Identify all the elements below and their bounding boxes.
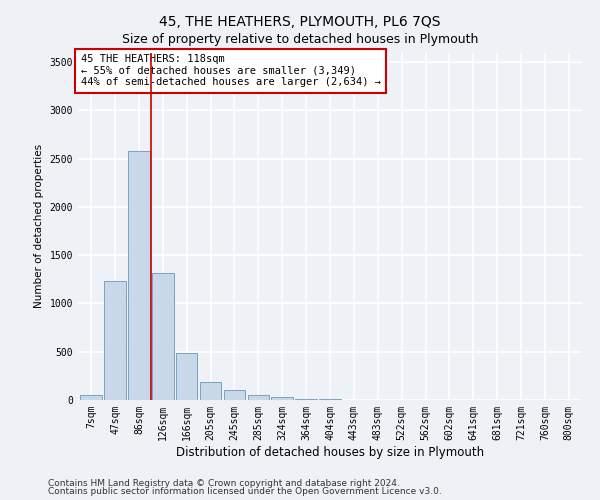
- Bar: [248, 395, 269, 400]
- Bar: [176, 352, 197, 400]
- Text: Contains public sector information licensed under the Open Government Licence v3: Contains public sector information licen…: [48, 488, 442, 496]
- Bar: [200, 382, 221, 400]
- Text: 45, THE HEATHERS, PLYMOUTH, PL6 7QS: 45, THE HEATHERS, PLYMOUTH, PL6 7QS: [159, 15, 441, 29]
- Bar: [271, 397, 293, 400]
- X-axis label: Distribution of detached houses by size in Plymouth: Distribution of detached houses by size …: [176, 446, 484, 458]
- Bar: [80, 395, 102, 400]
- Y-axis label: Number of detached properties: Number of detached properties: [34, 144, 44, 308]
- Bar: [295, 398, 317, 400]
- Text: Contains HM Land Registry data © Crown copyright and database right 2024.: Contains HM Land Registry data © Crown c…: [48, 478, 400, 488]
- Bar: [224, 390, 245, 400]
- Bar: [104, 282, 126, 400]
- Bar: [152, 272, 173, 400]
- Bar: [319, 399, 341, 400]
- Text: 45 THE HEATHERS: 118sqm
← 55% of detached houses are smaller (3,349)
44% of semi: 45 THE HEATHERS: 118sqm ← 55% of detache…: [80, 54, 380, 88]
- Text: Size of property relative to detached houses in Plymouth: Size of property relative to detached ho…: [122, 32, 478, 46]
- Bar: [128, 151, 149, 400]
